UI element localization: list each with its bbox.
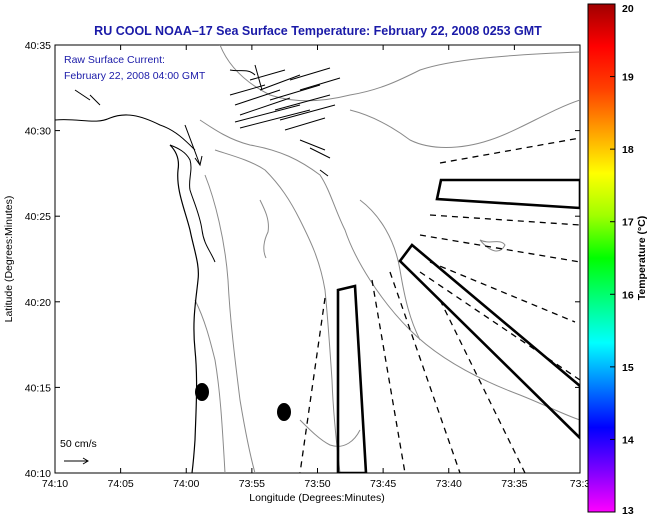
y-tick-label: 40:10 xyxy=(25,468,51,480)
contour-line xyxy=(259,199,269,259)
dashed-line xyxy=(439,137,580,164)
x-tick-label: 73:40 xyxy=(436,478,462,490)
shipping-lane-box xyxy=(398,243,580,440)
current-vector xyxy=(299,139,326,151)
x-tick-label: 73:35 xyxy=(501,478,527,490)
current-vector-head xyxy=(194,155,203,167)
colorbar-tick-label: 20 xyxy=(622,3,634,15)
scale-label: 50 cm/s xyxy=(60,438,97,450)
current-vector xyxy=(274,94,331,111)
current-vector xyxy=(234,89,281,106)
colorbar-tick-label: 16 xyxy=(622,289,634,301)
y-tick-label: 40:30 xyxy=(25,126,51,138)
current-vector xyxy=(239,109,311,129)
colorbar-label: Temperature (°C) xyxy=(636,216,648,301)
shipping-lanes xyxy=(336,178,580,473)
contour-line xyxy=(479,239,506,252)
current-vector xyxy=(89,94,101,106)
current-vector xyxy=(249,69,286,81)
y-axis-ticks: 40:35 40:30 40:25 40:20 40:15 40:10 xyxy=(25,40,580,480)
current-vector xyxy=(269,84,321,101)
current-vector xyxy=(74,89,91,101)
contour-line xyxy=(204,174,256,473)
shipping-lane-box xyxy=(336,284,368,473)
x-tick-label: 74:05 xyxy=(107,478,133,490)
y-tick-label: 40:35 xyxy=(25,40,51,52)
current-vector xyxy=(184,124,201,166)
colorbar-tick-label: 19 xyxy=(622,72,634,84)
dashed-radial-lines xyxy=(299,137,580,473)
current-vector xyxy=(299,77,341,91)
y-axis-label: Latitude (Degrees:Minutes) xyxy=(3,196,15,323)
contour-line xyxy=(349,99,580,148)
bathymetry-contours xyxy=(194,45,580,473)
inset-line-1: Raw Surface Current: xyxy=(64,54,165,66)
current-vector xyxy=(289,67,331,81)
coastline xyxy=(169,144,199,473)
dashed-line xyxy=(429,261,576,323)
temperature-colorbar xyxy=(587,3,616,513)
colorbar-tick-label: 14 xyxy=(622,434,634,446)
colorbar-tick-label: 17 xyxy=(622,217,634,229)
x-tick-label: 74:00 xyxy=(173,478,199,490)
colorbar-tick-label: 13 xyxy=(622,505,634,517)
current-vector xyxy=(284,117,326,131)
current-vector xyxy=(234,104,301,123)
coastline-inner xyxy=(169,144,216,263)
colorbar-tick-label: 18 xyxy=(622,144,634,156)
y-tick-label: 40:20 xyxy=(25,297,51,309)
inset-line-2: February 22, 2008 04:00 GMT xyxy=(64,70,206,82)
current-vector xyxy=(309,147,331,159)
x-tick-label: 73:45 xyxy=(370,478,396,490)
contour-line xyxy=(199,119,580,421)
y-tick-label: 40:25 xyxy=(25,211,51,223)
colorbar-tick-label: 15 xyxy=(622,362,634,374)
dashed-line xyxy=(389,271,461,473)
colorbar-ticks: 20 19 18 17 16 15 14 13 xyxy=(610,3,634,517)
x-axis-label: Longitude (Degrees:Minutes) xyxy=(249,492,384,504)
contour-line xyxy=(194,299,226,473)
shipping-lane-box xyxy=(435,178,580,210)
y-tick-label: 40:15 xyxy=(25,382,51,394)
x-tick-label: 74:10 xyxy=(42,478,68,490)
coastline-north xyxy=(55,114,196,151)
x-tick-label: 73:55 xyxy=(239,478,265,490)
dashed-line xyxy=(429,214,580,226)
figure-title: RU COOL NOAA–17 Sea Surface Temperature:… xyxy=(94,24,542,38)
scale-arrow xyxy=(64,457,89,465)
current-vector xyxy=(319,169,329,177)
buoy-marker xyxy=(277,403,291,421)
dashed-line xyxy=(419,234,580,263)
buoy-marker xyxy=(195,383,209,401)
dashed-line xyxy=(299,297,326,473)
x-tick-label: 73:3 xyxy=(570,478,591,490)
current-vectors xyxy=(74,64,341,177)
current-vector xyxy=(259,74,301,91)
x-tick-label: 73:50 xyxy=(304,478,330,490)
contour-line xyxy=(214,149,341,473)
current-vector xyxy=(229,84,266,96)
current-vector xyxy=(254,64,263,91)
contour-line xyxy=(299,419,361,447)
coastline-fragment xyxy=(229,69,256,76)
current-vector xyxy=(279,104,336,121)
current-vector xyxy=(239,97,291,116)
x-axis-ticks: 74:10 74:05 74:00 73:55 73:50 73:45 73:40 73:35… xyxy=(42,45,591,490)
contour-line xyxy=(359,199,421,341)
contour-line xyxy=(219,45,580,102)
